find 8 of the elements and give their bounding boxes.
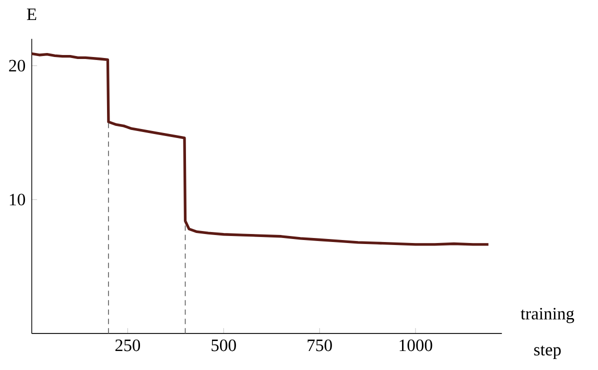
y-axis-title: E <box>26 8 36 20</box>
x-tick-label: 500 <box>212 340 236 352</box>
x-tick-label: 1000 <box>400 340 432 352</box>
x-tick-label: 250 <box>115 340 140 352</box>
x-tick-label: 750 <box>308 340 332 352</box>
y-tick-label: 20 <box>9 60 26 72</box>
text: training step <box>520 308 574 360</box>
y-tick-label: 10 <box>10 194 26 206</box>
